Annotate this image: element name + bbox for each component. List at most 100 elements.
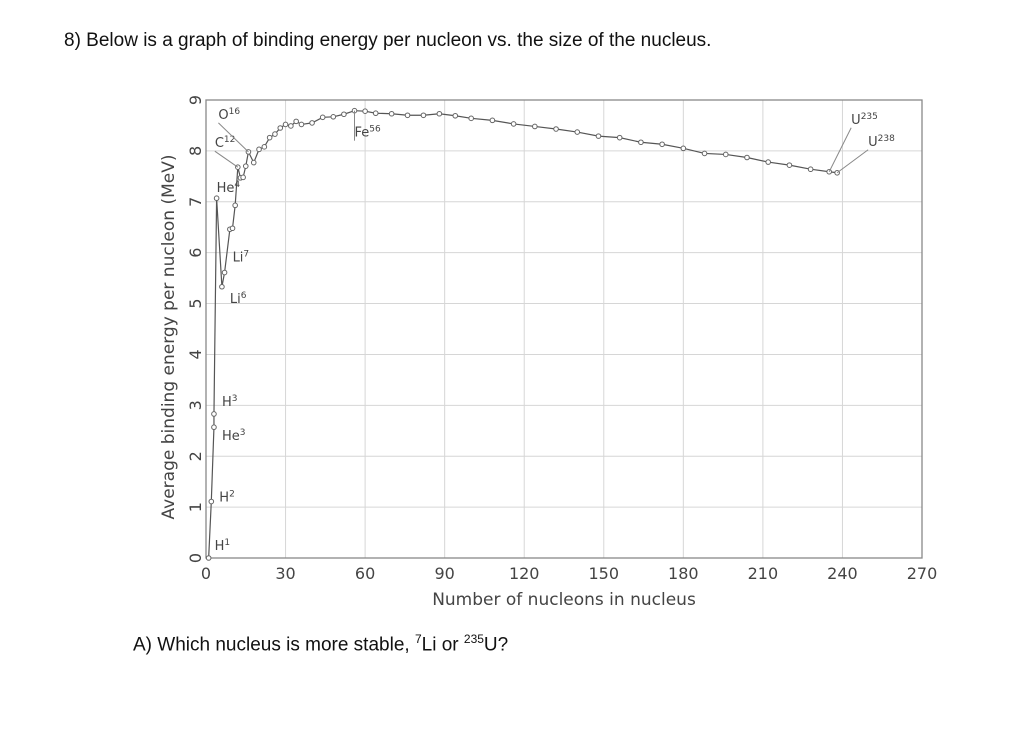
y-tick-label: 5 [186,298,205,308]
annotation-leader [218,122,249,153]
annotation-label: Li7 [233,250,250,266]
data-point [256,146,262,153]
x-tick-label: 120 [509,564,540,583]
data-point [282,121,289,128]
data-point [532,123,538,130]
annotation-label: H3 [222,394,238,410]
annotation-label: U238 [868,134,895,150]
x-tick-label: 270 [907,564,938,583]
tick-labels: 0 30 60 90 120 150 180 210 240 270 0 1 2 3 4 5 6 7 8 9 [186,95,937,583]
x-tick-label: 180 [668,564,699,583]
x-axis-title: Number of nucleons in nucleus [432,590,696,610]
data-point [574,129,581,135]
data-point [229,225,236,232]
annotation-label: He4 [217,180,241,196]
annotation-label: U235 [851,112,878,128]
grid-layer [205,99,923,559]
data-point [452,112,459,119]
x-tick-label: 210 [748,564,779,583]
x-tick-label: 60 [355,564,375,583]
x-tick-label: 90 [434,564,454,583]
y-tick-label: 0 [186,553,205,563]
question-a: A) Which nucleus is more stable, 7Li or … [133,632,508,656]
data-point [266,134,273,141]
data-point [232,202,238,209]
annotation-label: H1 [215,538,231,554]
data-point [553,126,559,132]
data-point [293,118,299,125]
annotation-label: Fe56 [355,125,381,141]
data-point [510,121,517,127]
data-point [261,144,268,150]
data-point [213,195,220,202]
series-layer [205,107,840,561]
y-tick-label: 8 [186,146,205,156]
data-point [436,110,443,117]
data-point [219,283,225,290]
y-tick-label: 7 [186,197,205,207]
annotation-leader [836,149,869,174]
data-point [330,113,337,120]
data-point [272,131,278,137]
y-tick-label: 9 [186,95,205,105]
data-point [277,125,284,131]
data-point [309,120,315,126]
question-a-prefix: A) Which nucleus is more stable, [133,634,415,656]
data-point [807,166,814,173]
data-point [420,112,427,119]
series-line [208,110,838,559]
question-a-sup-li: 7 [414,632,422,646]
data-point [680,145,687,152]
data-point [786,162,793,168]
data-point [319,114,326,121]
annotation-leader [214,150,239,168]
annotation-label: O16 [218,107,240,123]
data-point [744,154,750,161]
y-tick-label: 6 [186,248,205,258]
data-point [298,121,305,128]
data-point [638,139,644,146]
annotation-label: H2 [219,490,235,506]
annotation-label: He3 [222,428,246,444]
data-point [242,163,249,169]
y-tick-label: 2 [186,451,205,461]
data-point [616,134,623,141]
data-point [288,123,294,129]
x-tick-label: 240 [827,564,858,583]
y-tick-label: 4 [186,349,205,359]
data-point [211,411,217,417]
data-point [372,110,379,117]
plot-frame [205,99,923,559]
annotation-label: Li6 [230,291,247,307]
annotation-leader [828,127,852,172]
data-point [489,117,496,124]
data-point [765,159,771,165]
x-tick-label: 30 [275,564,295,583]
data-point [722,151,729,158]
question-a-mid: Li or [421,634,464,656]
binding-energy-chart: 0 30 60 90 120 150 180 210 240 270 0 1 2 3 4 5 6 7 8 9 H1 H2… [159,95,937,610]
data-point [208,498,215,505]
data-point [404,112,411,119]
question-title: 8) Below is a graph of binding energy pe… [64,30,712,51]
question-a-suffix: U? [483,634,509,656]
question-a-sup-u: 235 [463,632,484,646]
y-axis-title: Average binding energy per nucleon (MeV) [159,155,179,520]
x-tick-label: 0 [201,564,211,583]
data-point [341,111,347,118]
annotation-label: C12 [215,135,236,151]
data-point [250,159,257,166]
data-point [595,133,602,139]
data-point [205,555,212,561]
data-point [388,110,395,117]
data-point [240,174,246,181]
y-tick-label: 3 [186,400,205,410]
data-point [701,150,708,157]
data-point [659,141,665,148]
data-point [211,424,217,431]
x-tick-label: 150 [589,564,620,583]
y-tick-label: 1 [186,502,205,512]
data-point [221,269,228,276]
data-point [362,108,368,114]
data-point [468,115,474,122]
